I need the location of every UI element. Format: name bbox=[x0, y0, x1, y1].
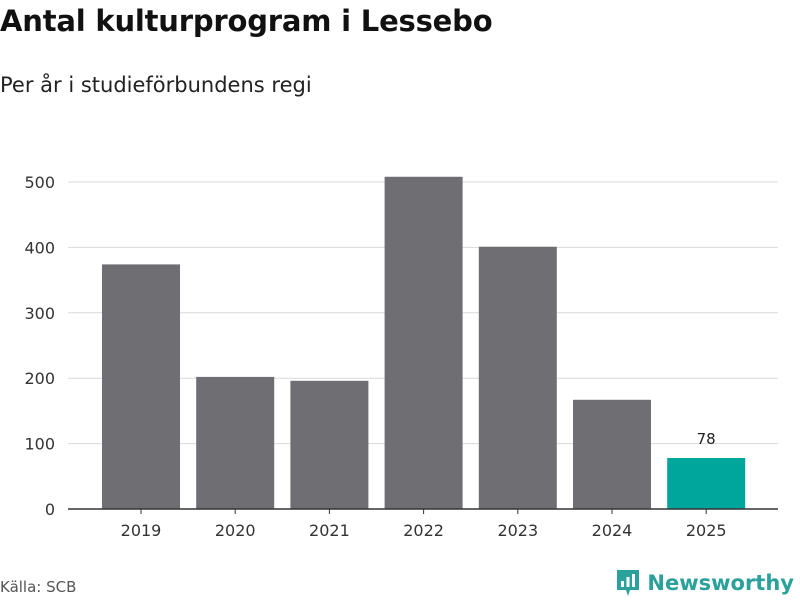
bar bbox=[573, 399, 651, 509]
newsworthy-logo-icon bbox=[617, 570, 640, 596]
brand-name: Newsworthy bbox=[647, 571, 794, 595]
chart-subtitle: Per år i studieförbundens regi bbox=[0, 73, 312, 97]
x-tick-label: 2022 bbox=[403, 521, 444, 540]
x-tick-label: 2025 bbox=[686, 521, 727, 540]
y-tick-label: 100 bbox=[24, 435, 55, 454]
source-note: Källa: SCB bbox=[0, 578, 77, 596]
y-tick-label: 400 bbox=[24, 238, 55, 257]
bar bbox=[196, 376, 275, 509]
x-tick-label: 2019 bbox=[121, 521, 162, 540]
x-tick-label: 2021 bbox=[309, 521, 350, 540]
bar bbox=[384, 176, 463, 509]
bar bbox=[290, 380, 369, 509]
data-label: 78 bbox=[697, 430, 716, 448]
bar bbox=[478, 246, 557, 509]
y-tick-label: 200 bbox=[24, 369, 55, 388]
y-tick-label: 300 bbox=[24, 304, 55, 323]
x-tick-label: 2020 bbox=[215, 521, 256, 540]
y-tick-label: 0 bbox=[45, 500, 55, 519]
bar bbox=[102, 264, 180, 509]
bar bbox=[667, 457, 746, 509]
brand-logo: Newsworthy bbox=[615, 568, 794, 598]
y-tick-label: 500 bbox=[24, 173, 55, 192]
x-tick-label: 2024 bbox=[592, 521, 633, 540]
x-tick-label: 2023 bbox=[497, 521, 538, 540]
chart-title: Antal kulturprogram i Lessebo bbox=[0, 4, 493, 38]
